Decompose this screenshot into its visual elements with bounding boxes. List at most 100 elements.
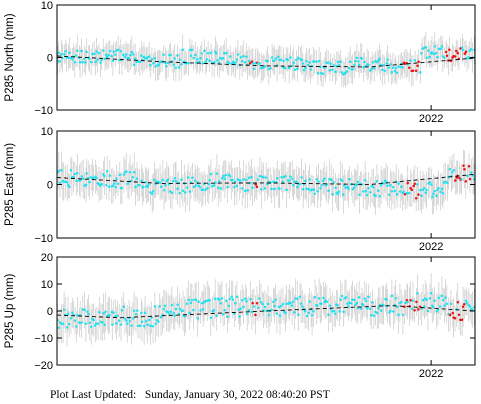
- recent-data-point: [415, 300, 418, 304]
- data-point: [273, 187, 276, 191]
- data-point: [166, 310, 170, 314]
- data-point: [272, 300, 275, 304]
- data-point: [143, 311, 147, 314]
- data-point: [134, 312, 138, 316]
- data-point: [424, 191, 428, 194]
- data-point: [132, 309, 136, 313]
- data-point: [92, 52, 96, 56]
- data-point: [132, 63, 136, 67]
- data-point: [119, 323, 123, 326]
- data-point: [439, 190, 442, 194]
- data-point: [354, 59, 357, 63]
- recent-data-point: [460, 318, 464, 321]
- data-point: [365, 299, 368, 303]
- data-point: [297, 56, 300, 60]
- data-point: [75, 325, 78, 328]
- data-point: [376, 189, 380, 193]
- data-point: [104, 53, 108, 57]
- data-point: [337, 64, 341, 67]
- data-point: [435, 310, 438, 313]
- data-point: [332, 180, 335, 184]
- data-point: [274, 57, 278, 60]
- recent-data-point: [403, 192, 407, 196]
- data-point: [468, 49, 471, 53]
- recent-data-point: [411, 69, 415, 72]
- data-point: [160, 185, 163, 188]
- data-point: [114, 185, 117, 189]
- recent-data-point: [413, 182, 417, 186]
- data-point: [375, 179, 379, 183]
- data-point: [312, 310, 315, 313]
- data-point: [362, 190, 365, 193]
- data-point: [281, 180, 285, 184]
- data-point: [58, 181, 62, 185]
- data-point: [471, 308, 474, 311]
- data-point: [234, 302, 237, 305]
- data-point: [368, 307, 372, 311]
- data-point: [402, 190, 405, 194]
- data-point: [117, 319, 121, 322]
- data-point: [200, 52, 204, 55]
- data-point: [341, 179, 344, 183]
- data-point: [58, 60, 62, 63]
- data-point: [178, 191, 182, 195]
- data-point: [315, 60, 318, 63]
- data-point: [216, 186, 220, 190]
- data-point: [296, 185, 299, 189]
- data-point: [242, 55, 245, 58]
- data-point: [443, 304, 446, 307]
- y-tick-label: 0: [47, 306, 53, 318]
- data-point: [103, 57, 107, 61]
- data-point: [368, 69, 372, 72]
- data-point: [409, 59, 412, 62]
- data-point: [132, 52, 135, 56]
- data-point: [232, 312, 236, 315]
- data-point: [92, 176, 95, 180]
- data-point: [112, 50, 115, 53]
- data-point: [237, 308, 240, 311]
- data-point: [239, 307, 242, 310]
- data-point: [223, 177, 227, 181]
- data-point: [251, 62, 255, 65]
- data-point: [138, 184, 141, 187]
- data-point: [261, 302, 264, 306]
- data-point: [256, 178, 260, 181]
- data-point: [116, 314, 119, 317]
- data-point: [224, 52, 228, 55]
- data-point: [243, 60, 247, 64]
- data-point: [348, 60, 352, 64]
- data-point: [164, 184, 167, 187]
- data-point: [347, 187, 350, 190]
- data-point: [221, 57, 225, 60]
- data-point: [355, 183, 358, 187]
- data-point: [142, 324, 146, 328]
- data-point: [233, 185, 236, 189]
- recent-data-point: [454, 179, 457, 182]
- data-point: [86, 310, 89, 314]
- data-point: [353, 298, 356, 302]
- data-point: [351, 187, 355, 191]
- recent-data-point: [407, 66, 411, 69]
- data-point: [319, 186, 322, 190]
- data-point: [450, 170, 454, 174]
- data-point: [353, 186, 356, 189]
- data-point: [215, 172, 219, 175]
- data-point: [169, 53, 172, 57]
- data-point: [334, 186, 337, 189]
- data-point: [385, 298, 388, 301]
- data-point: [149, 64, 152, 67]
- data-point: [187, 298, 190, 302]
- data-point: [124, 53, 128, 56]
- data-point: [391, 186, 395, 189]
- data-point: [422, 187, 426, 190]
- data-point: [112, 311, 115, 314]
- data-point: [135, 177, 139, 180]
- data-point: [162, 53, 165, 56]
- data-point: [306, 63, 310, 67]
- data-point: [140, 320, 144, 323]
- data-point: [74, 54, 78, 57]
- data-point: [431, 195, 434, 199]
- data-point: [125, 319, 128, 322]
- data-point: [130, 324, 133, 327]
- data-point: [346, 302, 349, 306]
